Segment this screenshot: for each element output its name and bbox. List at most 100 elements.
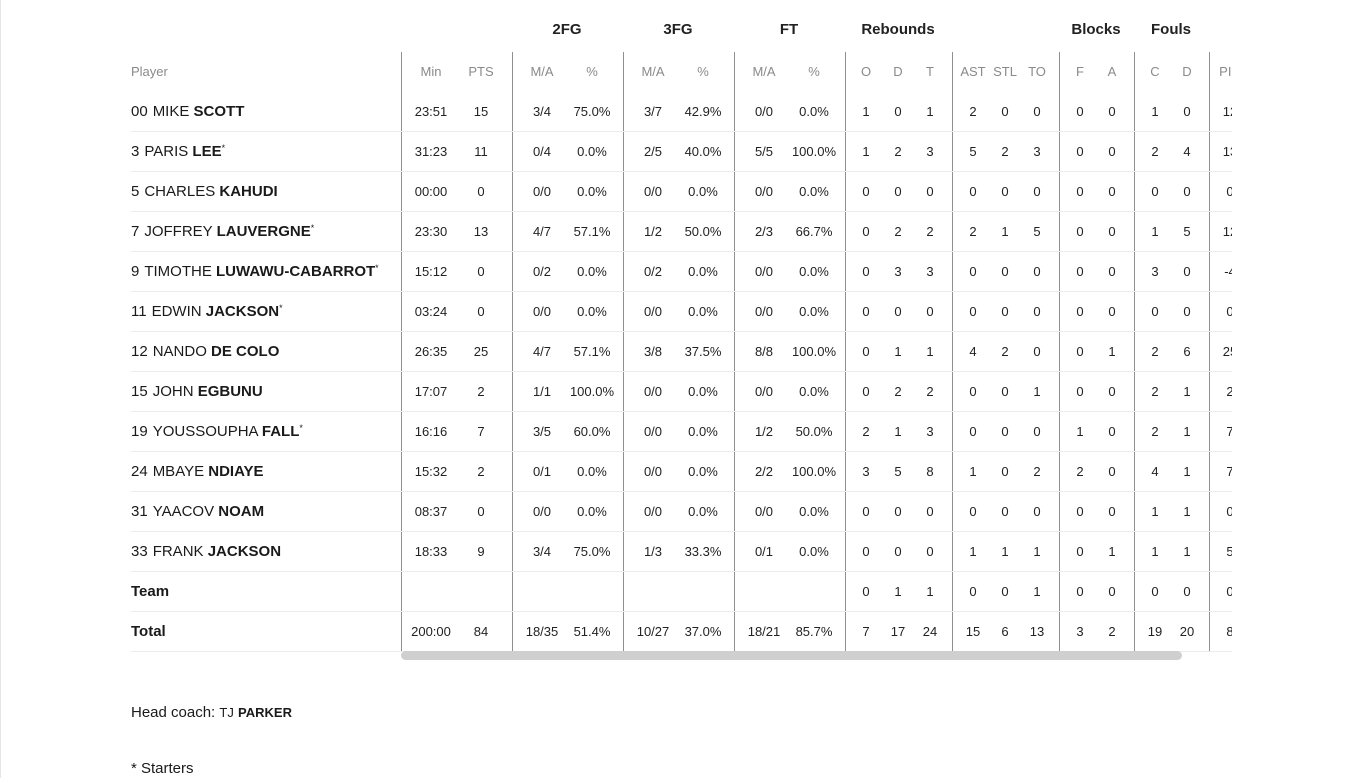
- stat-ft-pct: 0.0%: [799, 544, 829, 559]
- player-number: 24: [131, 463, 148, 480]
- stat-ft-pct: 0.0%: [799, 504, 829, 519]
- stat-to: 0: [1033, 424, 1041, 439]
- player-name[interactable]: 7 JOFFREY LAUVERGNE*: [131, 212, 314, 252]
- stat-reb-d: 5: [894, 464, 902, 479]
- stat-ast: 1: [969, 464, 977, 479]
- player-row: 5 CHARLES KAHUDI: [131, 172, 401, 212]
- player-row: 31 YAACOV NOAM: [131, 492, 401, 532]
- stat-3fg-ma: 0/0: [643, 504, 663, 519]
- stat-stl: 0: [1001, 184, 1009, 199]
- stat-to: 1: [1033, 384, 1041, 399]
- player-number: 19: [131, 423, 148, 440]
- scrollbar-thumb[interactable]: [401, 651, 1182, 660]
- stat-2fg-ma: 4/7: [532, 224, 552, 239]
- table-row: 17:07 2 1/1 100.0% 0/0 0.0% 0/0 0.0% 0 2 2 0 0 1 0 0 2 1 2: [401, 372, 1232, 412]
- stat-2fg-pct: 0.0%: [577, 504, 607, 519]
- stat-3fg-pct: 0.0%: [688, 304, 718, 319]
- stat-reb-o: 0: [862, 384, 870, 399]
- stat-reb-d: 17: [890, 624, 906, 639]
- stat-pts: 0: [477, 504, 485, 519]
- player-name[interactable]: 19 YOUSSOUPHA FALL*: [131, 412, 303, 452]
- starter-mark: *: [221, 143, 226, 153]
- stat-blk-a: 0: [1108, 184, 1116, 199]
- stat-reb-t: 0: [926, 504, 934, 519]
- player-last-name: SCOTT: [193, 103, 245, 120]
- player-row: 00 MIKE SCOTT: [131, 92, 401, 132]
- horizontal-scrollbar[interactable]: [401, 651, 1232, 660]
- stat-min: 18:33: [414, 544, 448, 559]
- stat-pir: 7: [1226, 464, 1232, 479]
- stat-3fg-ma: 2/5: [643, 144, 663, 159]
- player-first-name: YOUSSOUPHA: [152, 423, 258, 440]
- column-header-foul-d: D: [1182, 64, 1192, 79]
- stat-reb-d: 0: [894, 504, 902, 519]
- stat-blk-f: 0: [1076, 504, 1084, 519]
- stat-ast: 2: [969, 104, 977, 119]
- stat-foul-c: 4: [1151, 464, 1159, 479]
- stat-pir: 0: [1226, 184, 1232, 199]
- stat-reb-d: 0: [894, 184, 902, 199]
- stat-reb-d: 0: [894, 544, 902, 559]
- stat-foul-c: 1: [1151, 224, 1159, 239]
- stat-2fg-pct: [562, 572, 622, 612]
- starter-mark: *: [310, 223, 315, 233]
- stat-ast: 0: [969, 504, 977, 519]
- player-name[interactable]: 15 JOHN EGBUNU: [131, 372, 263, 412]
- player-name[interactable]: 00 MIKE SCOTT: [131, 92, 244, 132]
- table-row: 26:35 25 4/7 57.1% 3/8 37.5% 8/8 100.0% 0 1 1 4 2 0 0 1…: [401, 332, 1232, 372]
- column-divider: [845, 52, 846, 652]
- player-name[interactable]: 3 PARIS LEE*: [131, 132, 225, 172]
- player-first-name: TIMOTHE: [144, 263, 212, 280]
- player-name[interactable]: 12 NANDO DE COLO: [131, 332, 279, 372]
- player-name[interactable]: 31 YAACOV NOAM: [131, 492, 264, 532]
- stat-pts: 25: [473, 344, 489, 359]
- player-first-name: CHARLES: [144, 183, 216, 200]
- stat-pts: 0: [477, 184, 485, 199]
- starter-mark: *: [279, 303, 283, 313]
- starter-mark: *: [299, 423, 303, 433]
- player-name[interactable]: 24 MBAYE NDIAYE: [131, 452, 264, 492]
- table-row: 15:12 0 0/2 0.0% 0/2 0.0% 0/0 0.0% 0 3 3 0 0 0 0 0 3 0 -4: [401, 252, 1232, 292]
- player-number: 15: [131, 383, 148, 400]
- stat-reb-o: 0: [862, 304, 870, 319]
- stat-pts: 0: [477, 264, 485, 279]
- stat-foul-c: 2: [1151, 344, 1159, 359]
- column-header-blk-f: F: [1076, 64, 1084, 79]
- stat-to: 5: [1033, 224, 1041, 239]
- stat-ast: 1: [969, 544, 977, 559]
- stat-min: 200:00: [411, 624, 451, 639]
- stat-ft-ma: 18/21: [747, 624, 781, 639]
- player-last-name: LAUVERGNE: [216, 223, 311, 240]
- stat-pir: 0: [1226, 504, 1232, 519]
- stat-2fg-ma: 1/1: [532, 384, 552, 399]
- player-number: 9: [131, 263, 140, 280]
- player-column-header: Player: [131, 64, 168, 79]
- column-header-ft-ma: M/A: [752, 64, 776, 79]
- stat-stl: 0: [1001, 504, 1009, 519]
- stat-pir: 2: [1226, 384, 1232, 399]
- stat-stl: 0: [1001, 304, 1009, 319]
- stat-ft-pct: 100.0%: [791, 144, 837, 159]
- stat-blk-a: 0: [1108, 464, 1116, 479]
- stat-min: 17:07: [414, 384, 448, 399]
- stat-reb-d: 3: [894, 264, 902, 279]
- stat-ast: 0: [969, 304, 977, 319]
- stat-pir: 7: [1226, 424, 1232, 439]
- player-name[interactable]: 33 FRANK JACKSON: [131, 532, 281, 572]
- player-name[interactable]: 9 TIMOTHE LUWAWU-CABARROT*: [131, 252, 379, 292]
- stat-3fg-ma: 3/7: [643, 104, 663, 119]
- stat-2fg-ma: 0/0: [532, 184, 552, 199]
- stat-3fg-pct: 33.3%: [684, 544, 722, 559]
- player-name[interactable]: 5 CHARLES KAHUDI: [131, 172, 278, 212]
- stat-pts: 15: [473, 104, 489, 119]
- stat-reb-d: 1: [894, 584, 902, 599]
- table-row: 31:23 11 0/4 0.0% 2/5 40.0% 5/5 100.0% 1 2 3 5 2 3 0 0 2…: [401, 132, 1232, 172]
- stat-3fg-pct: 37.0%: [684, 624, 722, 639]
- player-name[interactable]: 11 EDWIN JACKSON*: [131, 292, 283, 332]
- starters-note: * Starters: [131, 760, 194, 777]
- stat-stl: 0: [1001, 264, 1009, 279]
- stat-3fg-pct: 50.0%: [684, 224, 722, 239]
- player-last-name: NDIAYE: [208, 463, 264, 480]
- stat-reb-d: 0: [894, 304, 902, 319]
- stats-scroll-area[interactable]: 2FG 3FG FT Rebounds Blocks Fouls Min PTS M/A% M/A…: [401, 0, 1232, 662]
